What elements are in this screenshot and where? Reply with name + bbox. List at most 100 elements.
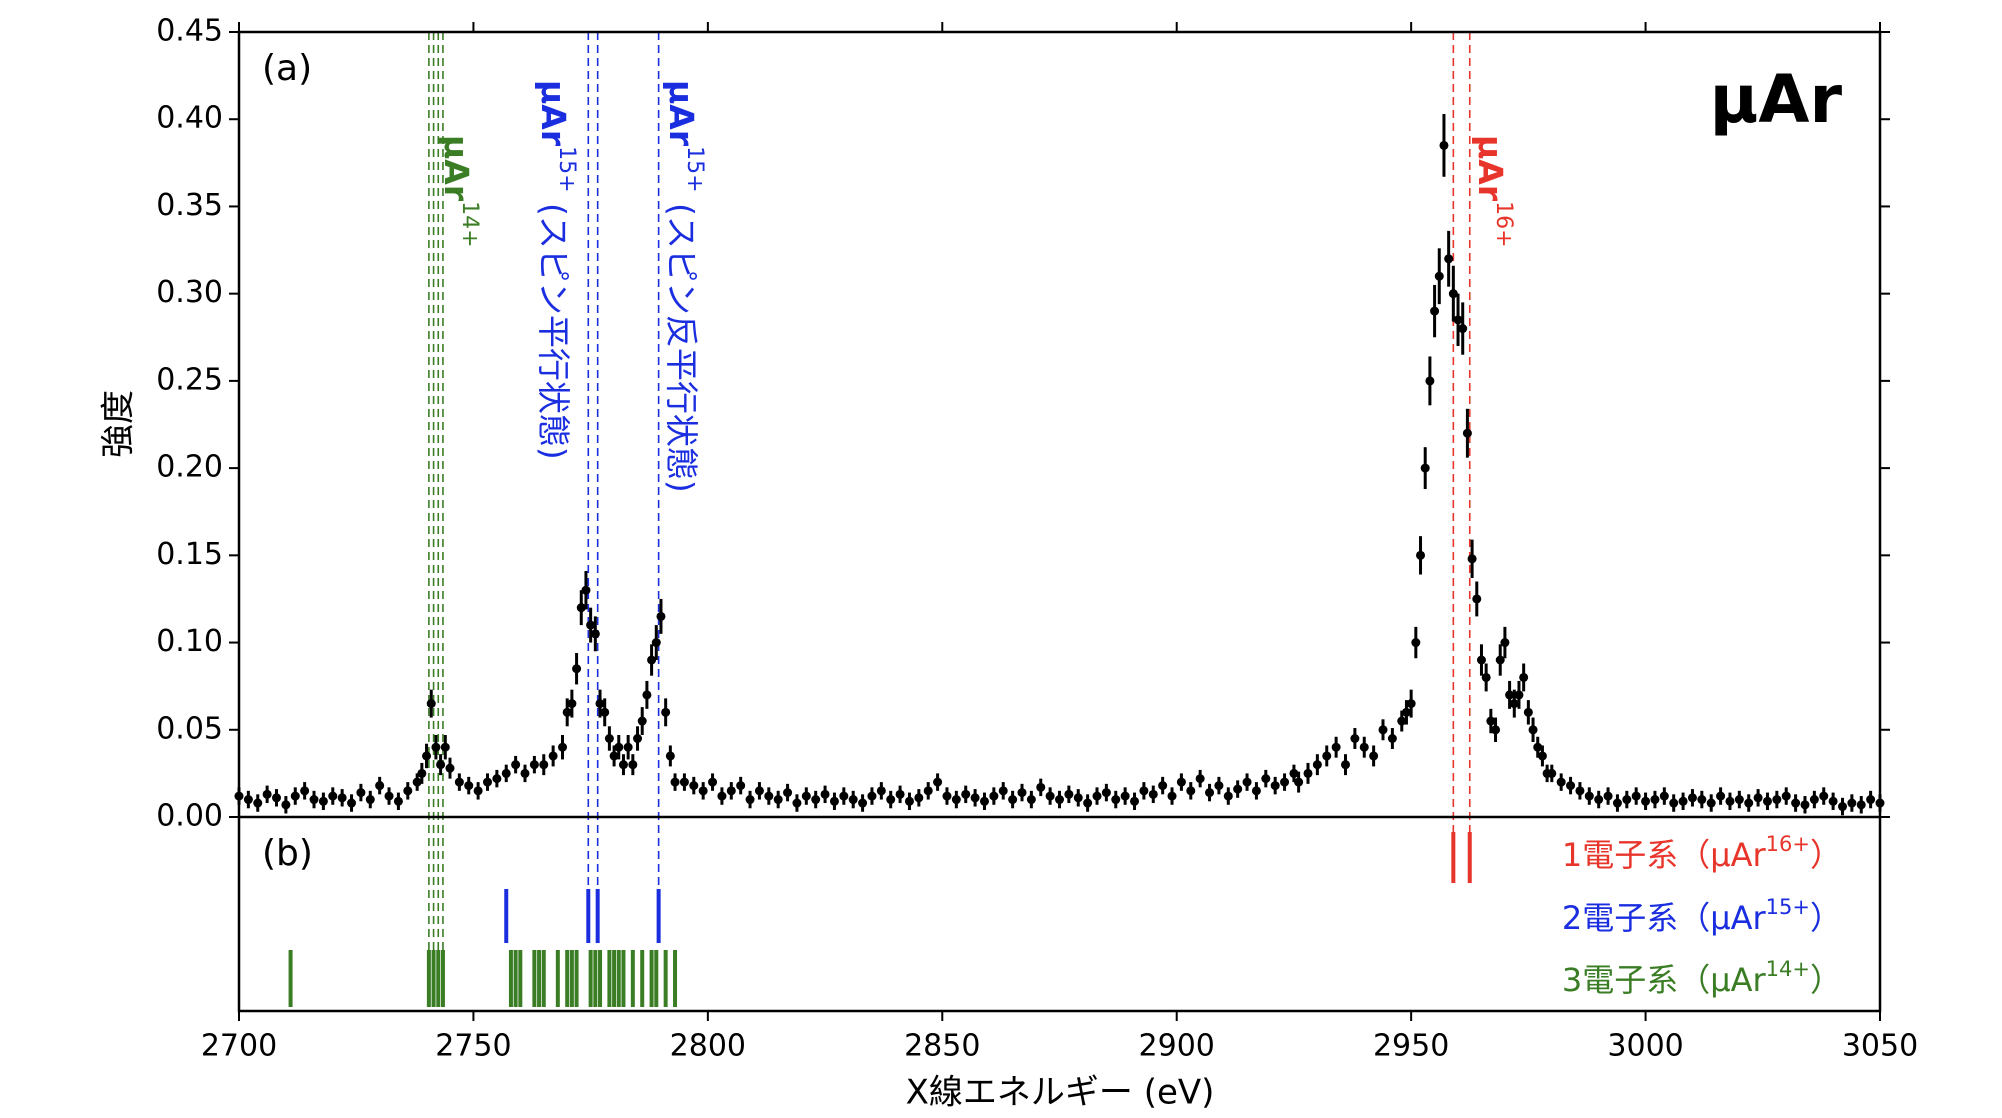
data-point [417,768,427,778]
data-point [698,786,708,796]
data-point [1312,760,1322,770]
y-tick-label: 0.05 [156,711,223,746]
data-point [754,786,764,796]
data-point [1575,786,1585,796]
data-point [492,774,502,784]
data-point [1622,795,1632,805]
data-point [1026,795,1036,805]
line-label: μAr14+ [438,135,483,248]
x-tick-label: 3050 [1842,1029,1918,1064]
data-point [1045,791,1055,801]
data-point [1556,777,1566,787]
data-point [1111,795,1121,805]
data-point [1612,798,1622,808]
data-point [1866,795,1876,805]
data-point [1603,791,1613,801]
label-sup: 14+ [457,201,482,247]
data-point [356,788,366,798]
data-point [923,786,933,796]
data-point [604,734,614,743]
data-point [1791,798,1801,808]
data-point [1678,796,1688,806]
data-point [1064,789,1074,799]
data-point [1566,781,1576,791]
legend-sup: 14+ [1766,957,1810,981]
data-point [1716,791,1726,801]
data-point [431,742,441,752]
data-point [1631,791,1641,801]
data-point [1687,793,1697,803]
data-point [914,793,924,803]
data-point [1491,725,1501,735]
data-point [1130,796,1140,806]
data-point [1725,796,1735,806]
data-point [1584,791,1594,801]
data-point [1186,786,1196,796]
data-point [651,638,661,648]
data-point [1875,798,1885,808]
data-point [1289,768,1299,778]
chart-title: μAr [1710,61,1843,138]
data-point [1303,768,1313,778]
data-point [1101,788,1111,798]
data-point [656,611,666,621]
data-point [1214,781,1224,791]
data-point [1500,638,1510,648]
data-point [623,742,633,752]
data-point [1369,751,1379,761]
data-point [1523,707,1533,717]
data-point [895,789,905,799]
y-tick-label: 0.15 [156,537,223,572]
panel-label: (a) [262,48,312,89]
data-point [848,795,858,805]
data-point [1401,707,1411,717]
data-point [1242,777,1252,787]
data-point [745,795,755,805]
data-point [1139,786,1149,796]
data-point [281,800,291,810]
data-point [942,791,952,801]
data-point [951,795,961,805]
data-point [1453,315,1463,325]
data-point [1280,777,1290,787]
data-point [1772,795,1782,805]
data-point [337,793,347,803]
x-tick-label: 2950 [1373,1029,1449,1064]
data-point [384,791,394,801]
data-point [243,795,253,805]
data-point [347,798,357,808]
data-point [876,786,886,796]
data-point [661,707,671,717]
data-point [736,781,746,791]
data-point [290,791,300,801]
data-point [1809,795,1819,805]
data-point [1481,672,1491,682]
line-label: μAr16+ [1472,135,1517,248]
data-point [1322,751,1332,761]
x-tick-label: 2850 [904,1029,980,1064]
data-point [464,781,474,791]
y-tick-label: 0.35 [156,188,223,223]
data-point [1416,550,1426,560]
label-base: μAr [535,80,574,147]
line-label: μAr15+ (スピン平行状態) [535,80,580,460]
data-point [440,742,450,752]
data-point [595,699,605,709]
data-point [1495,655,1505,665]
data-point [633,734,643,743]
data-point [904,796,914,806]
data-point [1706,798,1716,808]
data-point [529,760,539,770]
data-point [979,796,989,806]
data-point [590,629,600,639]
data-point [576,603,586,613]
data-point [445,763,455,773]
data-point [1073,793,1083,803]
x-tick-label: 2900 [1139,1029,1215,1064]
data-point [1017,788,1027,798]
data-point [511,760,521,770]
data-point [1205,788,1215,798]
legend-sup: 15+ [1766,895,1810,919]
data-point [773,795,783,805]
data-point [618,760,628,770]
